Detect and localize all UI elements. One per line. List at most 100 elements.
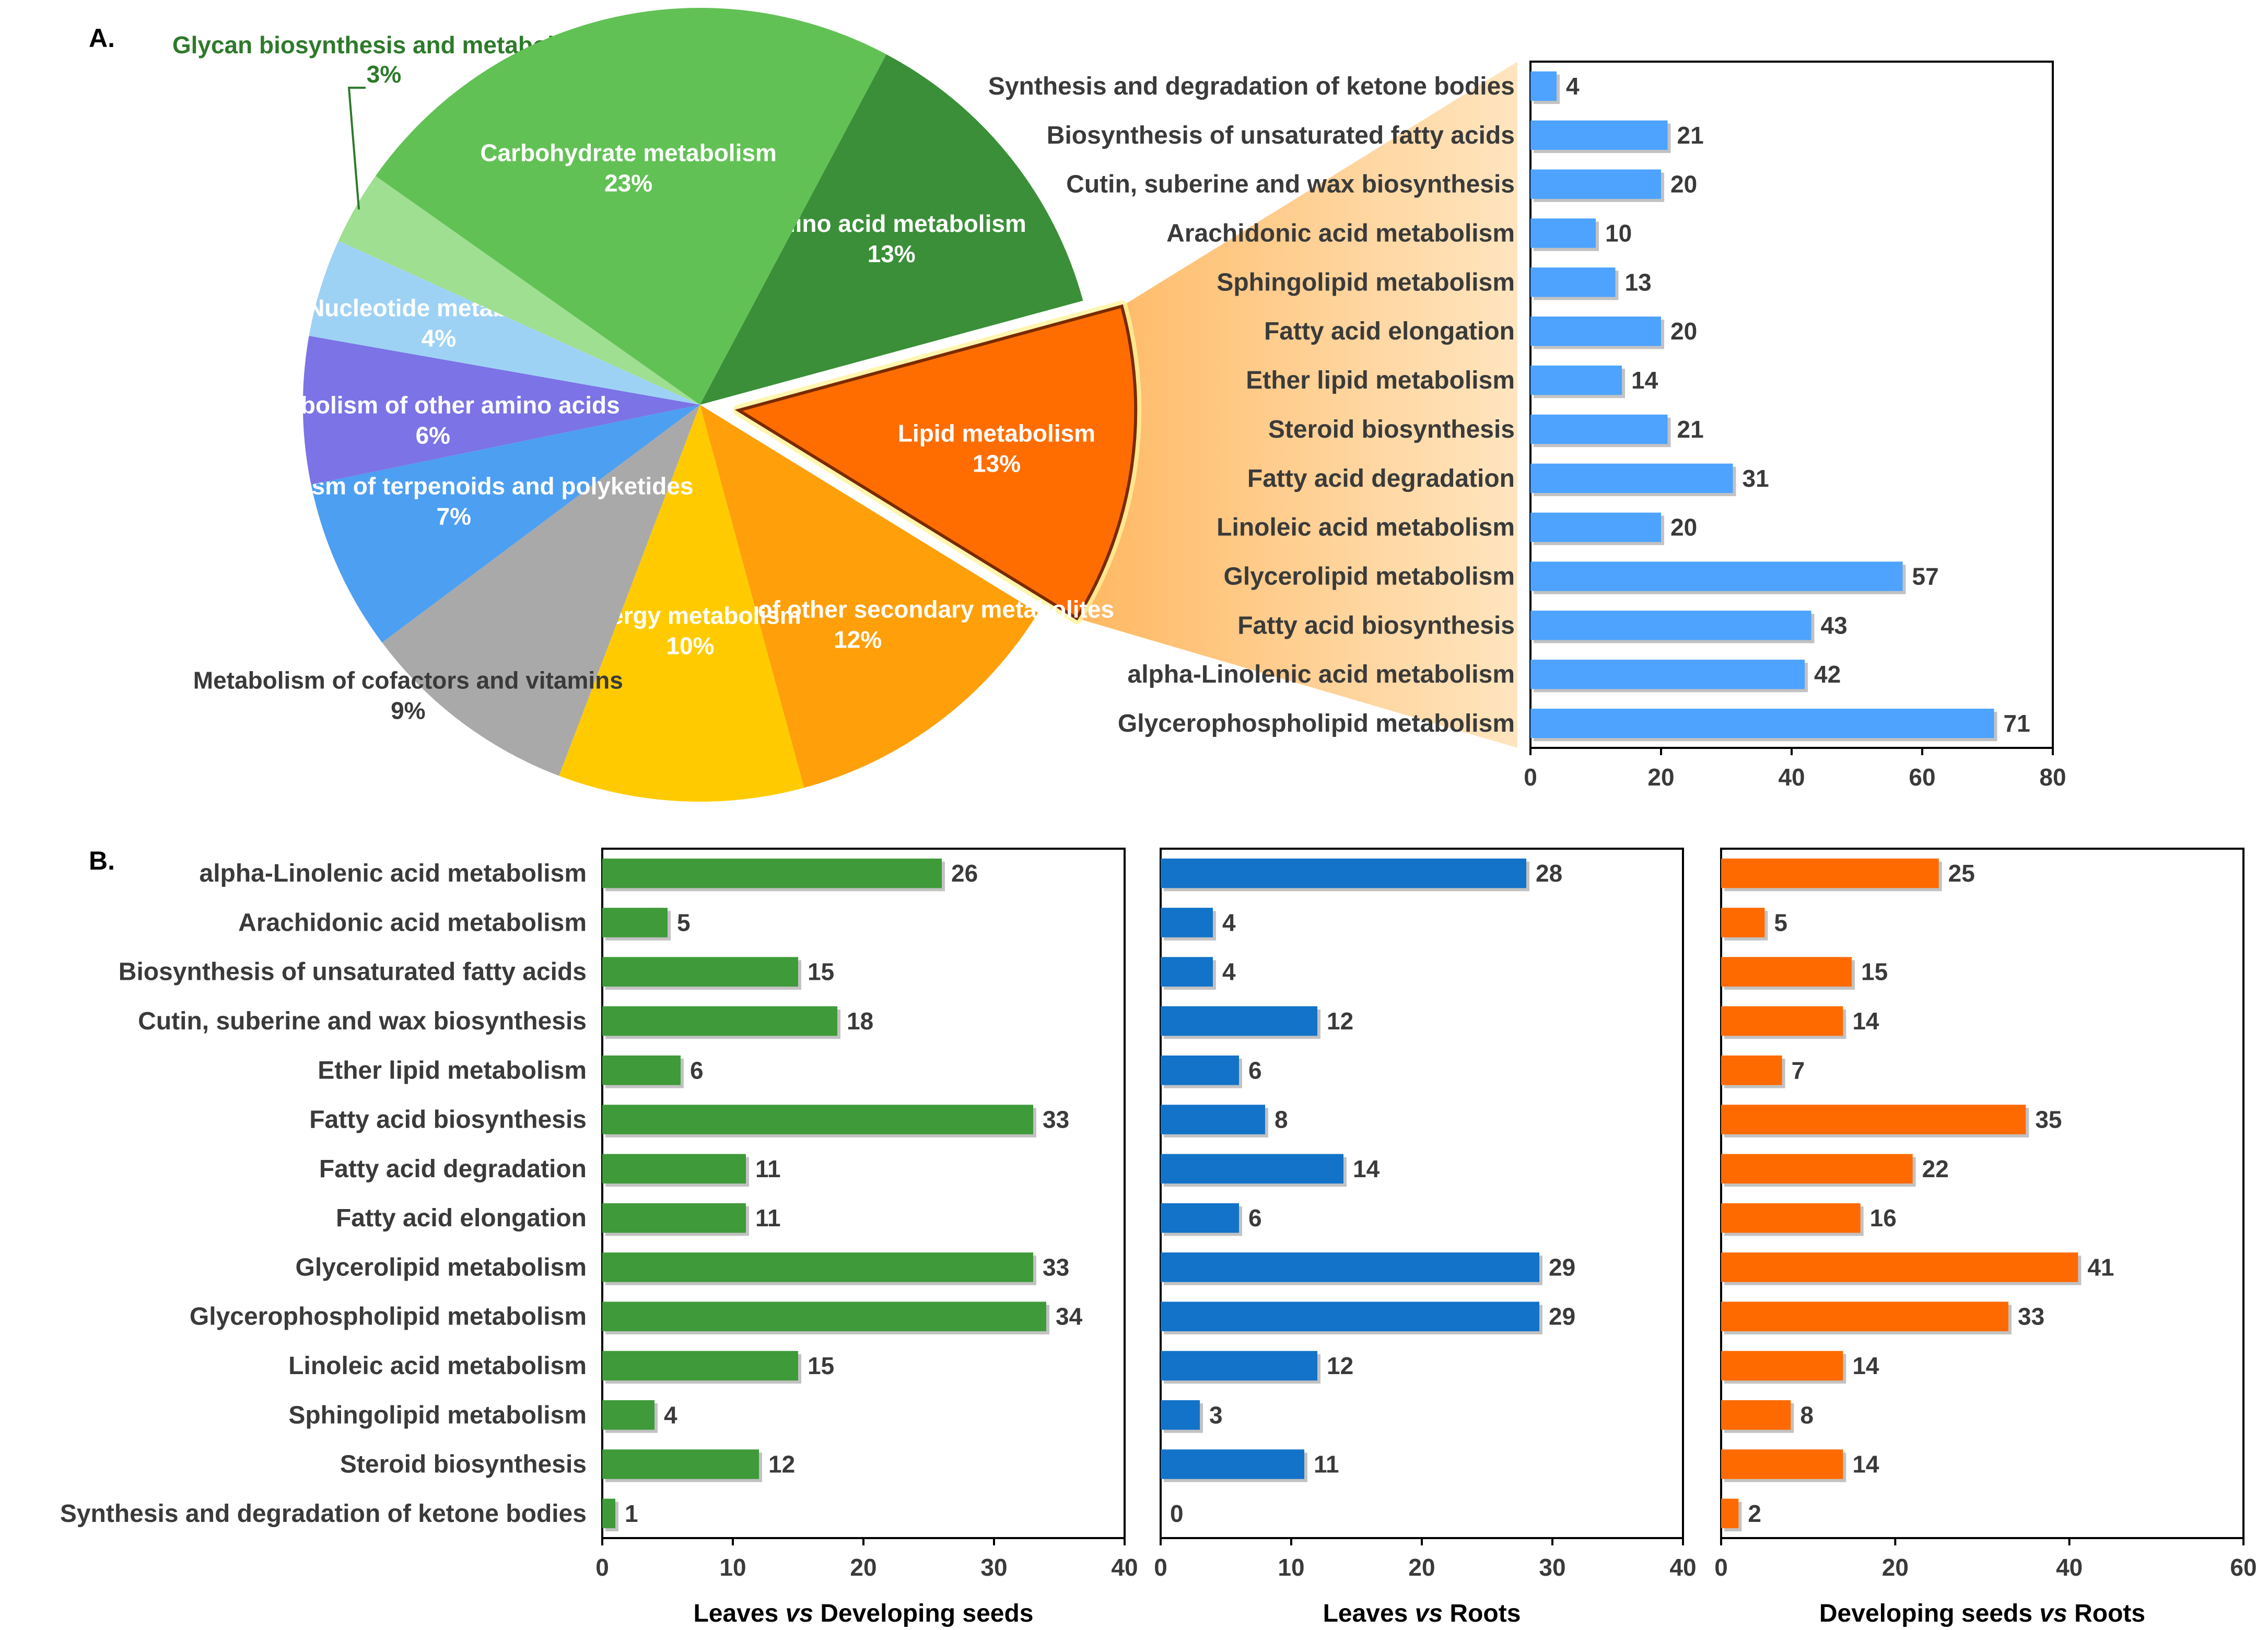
plot-frame [1160, 848, 1684, 1539]
category-label: Sphingolipid metabolism [1217, 268, 1515, 296]
bar [602, 858, 942, 888]
bar [1721, 1351, 1843, 1381]
bar [1530, 660, 1805, 689]
pie-zoom-fan [1077, 62, 1517, 748]
bar-value-label: 8 [1800, 1401, 1814, 1428]
pie-leader-line [347, 87, 366, 210]
bar-value-label: 26 [951, 860, 978, 887]
pie-slice-label: Metabolism of cofactors and vitamins [193, 666, 623, 694]
x-axis-label-part: Developing seeds [813, 1600, 1033, 1627]
bar-value-label: 6 [1248, 1057, 1262, 1084]
bar [1161, 957, 1213, 987]
category-label: Arachidonic acid metabolism [238, 909, 587, 936]
x-tick-label: 40 [1778, 764, 1805, 791]
category-label: alpha-Linolenic acid metabolism [200, 860, 587, 887]
bar-value-label: 31 [1743, 465, 1769, 492]
bar-value-label: 15 [808, 958, 834, 986]
pie-slice [559, 405, 804, 802]
pie-slice-percent: 12% [834, 626, 882, 653]
seeds-vs-roots-chart: 25 5 15 14 7 35 22 16 41 33 14 8 14 20 20 40 60 Developin… [1714, 848, 2257, 1627]
pie-slice [309, 241, 700, 405]
x-tick-label: 20 [1647, 764, 1674, 791]
bar [1161, 1203, 1239, 1233]
x-axis-label-part: Roots [1443, 1600, 1521, 1627]
x-axis-label: Leaves vs Roots [1323, 1600, 1521, 1627]
x-tick-label: 60 [1909, 764, 1935, 791]
bar-value-label: 41 [2087, 1253, 2114, 1281]
bar-value-label: 34 [1056, 1303, 1083, 1330]
bar [1530, 365, 1622, 395]
category-label: Synthesis and degradation of ketone bodi… [60, 1500, 587, 1528]
bar [1721, 1203, 1861, 1233]
bar-value-label: 5 [1774, 909, 1787, 936]
bar [1161, 908, 1213, 937]
bar [602, 957, 798, 987]
x-tick-label: 0 [1524, 764, 1537, 791]
pie-slice-percent: 3% [367, 61, 401, 88]
bar [1721, 1056, 1782, 1085]
category-label: Glycerolipid metabolism [296, 1253, 587, 1281]
x-tick-label: 60 [2230, 1554, 2257, 1581]
category-label: Fatty acid biosynthesis [1237, 612, 1515, 639]
bar-value-label: 29 [1549, 1253, 1575, 1281]
x-axis-label: Developing seeds vs Roots [1819, 1600, 2145, 1627]
bar [602, 1400, 654, 1430]
x-axis-label-part: Roots [2067, 1600, 2145, 1627]
pie-slice [700, 405, 1038, 788]
bar [1161, 1056, 1239, 1085]
bar [1721, 858, 1939, 888]
x-axis-label-part: Leaves [1323, 1600, 1415, 1627]
bar-value-label: 33 [2018, 1303, 2044, 1330]
bar-value-label: 11 [1314, 1451, 1339, 1478]
bar-value-label: 20 [1670, 171, 1697, 198]
bar [602, 1498, 615, 1529]
bar [602, 1351, 798, 1381]
bar-value-label: 33 [1043, 1106, 1069, 1133]
pie-slice [375, 8, 886, 405]
bar [1721, 908, 1765, 937]
pie-slice-percent: 13% [973, 450, 1021, 477]
category-label: Steroid biosynthesis [340, 1451, 587, 1479]
x-tick-label: 40 [2056, 1554, 2083, 1581]
plot-frame [1720, 848, 2244, 1539]
bar-value-label: 20 [1670, 318, 1697, 345]
category-label: Fatty acid biosynthesis [309, 1106, 587, 1134]
bar-value-label: 14 [1353, 1155, 1380, 1182]
bar [1721, 1252, 2078, 1282]
bar [602, 1203, 746, 1233]
bar [1530, 512, 1661, 542]
bar-value-label: 8 [1275, 1106, 1288, 1133]
bar-value-label: 29 [1549, 1303, 1575, 1330]
bar [1721, 1006, 1843, 1036]
bar-value-label: 0 [1170, 1500, 1184, 1527]
bar-value-label: 13 [1625, 268, 1652, 296]
category-label: Biosynthesis of unsaturated fatty acids [119, 958, 587, 986]
bar-value-label: 12 [1327, 1352, 1353, 1379]
category-label: Arachidonic acid metabolism [1166, 220, 1515, 248]
bar-value-label: 28 [1536, 860, 1562, 887]
bar [1530, 218, 1596, 248]
category-label: Glycerophospholipid metabolism [190, 1303, 587, 1331]
x-axis-label-part: Leaves [693, 1600, 785, 1627]
bar [1161, 1400, 1200, 1430]
x-axis-label: Leaves vs Developing seeds [693, 1600, 1033, 1627]
bar-value-label: 16 [1870, 1204, 1897, 1232]
bar-value-label: 57 [1912, 563, 1939, 590]
x-tick-label: 0 [595, 1554, 609, 1581]
pie-slice-percent: 13% [868, 240, 916, 267]
bar [1530, 414, 1668, 444]
bar-value-label: 6 [690, 1057, 704, 1084]
bar [1161, 1154, 1343, 1184]
category-label: Fatty acid degradation [1247, 465, 1515, 492]
category-label: Glycerolipid metabolism [1224, 563, 1515, 591]
pie-slice-percent: 7% [436, 502, 471, 530]
panel-b-bar-charts: 26 alpha-Linolenic acid metabolism 5 Arachi… [60, 848, 2257, 1627]
category-label: Ether lipid metabolism [1246, 367, 1515, 394]
bar-value-label: 12 [768, 1451, 795, 1478]
pie-slice-label: Amino acid metabolism [757, 210, 1026, 237]
bar [1721, 1105, 2026, 1134]
bar [1721, 957, 1852, 987]
bar [602, 1449, 759, 1479]
pie-slice-percent: 10% [666, 632, 714, 660]
bar-value-label: 12 [1327, 1007, 1353, 1035]
